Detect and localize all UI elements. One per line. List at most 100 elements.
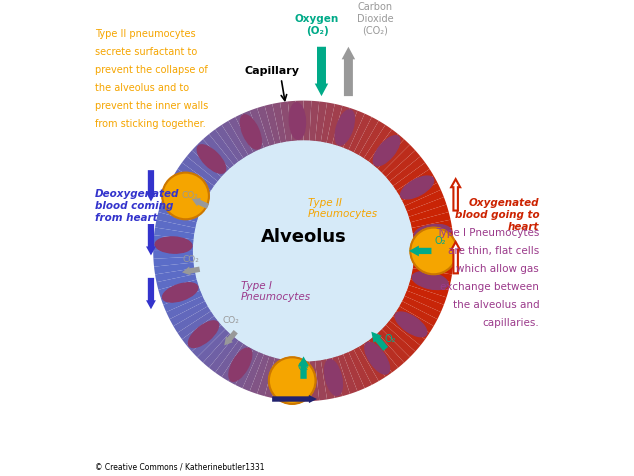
FancyArrow shape	[451, 179, 460, 210]
Circle shape	[410, 228, 457, 274]
Polygon shape	[368, 337, 398, 373]
Polygon shape	[209, 337, 239, 373]
Polygon shape	[337, 354, 358, 394]
Polygon shape	[304, 361, 311, 401]
Polygon shape	[163, 190, 203, 211]
Polygon shape	[396, 169, 434, 196]
Polygon shape	[309, 360, 320, 401]
Polygon shape	[295, 361, 304, 401]
Text: Oxygen
(O₂): Oxygen (O₂)	[295, 14, 339, 36]
Polygon shape	[169, 301, 209, 326]
Polygon shape	[389, 156, 425, 186]
FancyArrow shape	[191, 198, 209, 209]
Polygon shape	[215, 340, 243, 377]
Polygon shape	[373, 134, 404, 169]
Polygon shape	[389, 316, 425, 346]
Circle shape	[193, 141, 413, 361]
Polygon shape	[153, 257, 194, 267]
Polygon shape	[321, 358, 335, 399]
Polygon shape	[399, 176, 437, 201]
Polygon shape	[242, 110, 264, 150]
Polygon shape	[315, 101, 327, 142]
Polygon shape	[401, 183, 441, 206]
Polygon shape	[186, 150, 222, 182]
Polygon shape	[399, 301, 437, 326]
Polygon shape	[348, 114, 372, 153]
Polygon shape	[242, 351, 264, 391]
Polygon shape	[153, 243, 194, 251]
Polygon shape	[368, 129, 398, 166]
Text: secrete surfactant to: secrete surfactant to	[95, 47, 197, 57]
Polygon shape	[153, 235, 194, 245]
Polygon shape	[412, 262, 453, 275]
Ellipse shape	[167, 188, 202, 209]
Polygon shape	[337, 108, 358, 149]
Polygon shape	[280, 101, 292, 142]
Polygon shape	[228, 346, 254, 385]
Text: are thin, flat cells: are thin, flat cells	[448, 247, 539, 257]
Text: Capillary: Capillary	[245, 66, 300, 76]
Polygon shape	[157, 274, 197, 290]
Text: the alveolus and to: the alveolus and to	[95, 83, 189, 93]
Text: capillaries.: capillaries.	[482, 318, 539, 328]
Polygon shape	[413, 251, 454, 259]
Text: Type II pneumocytes: Type II pneumocytes	[95, 29, 195, 39]
Polygon shape	[250, 108, 269, 149]
Text: Deoxygenated
blood coming
from heart: Deoxygenated blood coming from heart	[95, 189, 179, 223]
Ellipse shape	[240, 115, 261, 149]
Polygon shape	[295, 100, 304, 141]
FancyArrow shape	[272, 395, 317, 403]
Polygon shape	[321, 102, 335, 143]
Polygon shape	[413, 257, 454, 267]
Ellipse shape	[365, 342, 389, 374]
Polygon shape	[182, 156, 218, 186]
Polygon shape	[272, 102, 287, 143]
Polygon shape	[381, 325, 415, 357]
Ellipse shape	[289, 102, 306, 139]
Polygon shape	[158, 205, 199, 222]
Polygon shape	[410, 212, 451, 228]
Polygon shape	[173, 306, 211, 333]
Text: Type I Pneumocytes: Type I Pneumocytes	[436, 228, 539, 238]
Polygon shape	[186, 320, 222, 351]
Ellipse shape	[395, 312, 427, 337]
Polygon shape	[401, 296, 441, 319]
Polygon shape	[235, 349, 259, 388]
Polygon shape	[192, 145, 226, 178]
Polygon shape	[154, 262, 195, 275]
Polygon shape	[250, 354, 269, 394]
Polygon shape	[215, 125, 243, 162]
Text: Type II
Pneumocytes: Type II Pneumocytes	[308, 198, 378, 219]
Polygon shape	[280, 359, 292, 400]
FancyArrow shape	[342, 47, 355, 96]
Polygon shape	[392, 163, 430, 191]
Polygon shape	[257, 356, 275, 396]
Polygon shape	[157, 212, 197, 228]
Polygon shape	[203, 134, 235, 169]
Ellipse shape	[277, 362, 294, 398]
Polygon shape	[178, 163, 214, 191]
Text: Alveolus: Alveolus	[261, 228, 346, 247]
Polygon shape	[309, 101, 320, 141]
Polygon shape	[166, 296, 205, 319]
Polygon shape	[363, 340, 392, 377]
Ellipse shape	[412, 272, 448, 289]
Polygon shape	[358, 343, 385, 381]
FancyArrow shape	[146, 224, 156, 256]
Polygon shape	[155, 268, 196, 282]
Polygon shape	[404, 190, 444, 211]
Polygon shape	[343, 110, 365, 150]
Polygon shape	[363, 125, 392, 162]
FancyArrow shape	[314, 47, 328, 96]
Polygon shape	[332, 106, 350, 147]
Polygon shape	[411, 268, 452, 282]
Polygon shape	[413, 243, 454, 251]
Ellipse shape	[188, 321, 219, 347]
Text: Type I
Pneumocytes: Type I Pneumocytes	[241, 280, 311, 302]
Polygon shape	[413, 235, 454, 245]
Polygon shape	[406, 285, 446, 305]
Polygon shape	[377, 139, 410, 173]
Polygon shape	[173, 169, 211, 196]
Text: the alveolus and: the alveolus and	[453, 300, 539, 310]
Polygon shape	[222, 343, 249, 381]
